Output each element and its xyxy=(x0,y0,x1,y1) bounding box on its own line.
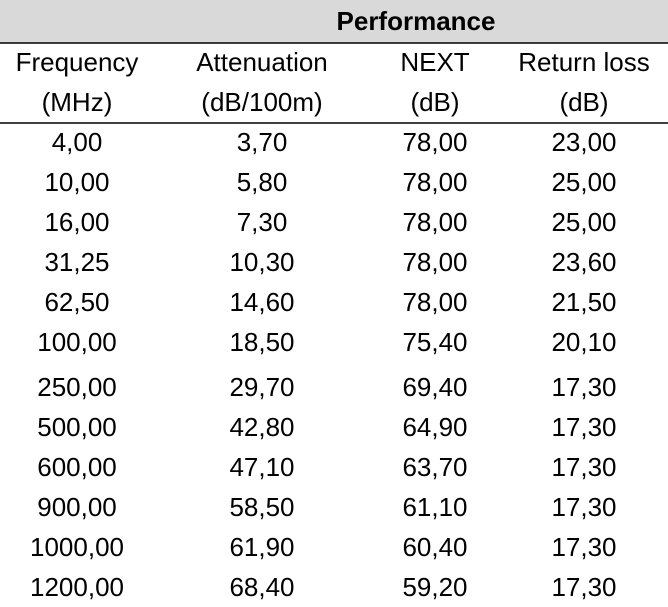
table-cell: 16,00 xyxy=(44,207,109,237)
table-cell: 61,90 xyxy=(229,532,294,562)
table-cell: 63,70 xyxy=(402,452,467,482)
table-cell: 21,50 xyxy=(551,287,616,317)
table-cell: 69,40 xyxy=(402,372,467,402)
table-cell: 61,10 xyxy=(402,492,467,522)
table-cell: 17,30 xyxy=(551,412,616,442)
table-cell: 64,90 xyxy=(402,412,467,442)
table-cell: 23,60 xyxy=(551,247,616,277)
table-cell: 78,00 xyxy=(402,247,467,277)
column-header: (MHz) xyxy=(42,87,113,117)
table-cell: 14,60 xyxy=(229,287,294,317)
column-header: NEXT xyxy=(400,47,469,77)
table-cell: 29,70 xyxy=(229,372,294,402)
column-header: Frequency xyxy=(16,47,139,77)
table-cell: 5,80 xyxy=(237,167,288,197)
table-cell: 17,30 xyxy=(551,492,616,522)
table-cell: 10,30 xyxy=(229,247,294,277)
table-cell: 4,00 xyxy=(52,127,103,157)
header-band xyxy=(0,0,668,43)
table-cell: 10,00 xyxy=(44,167,109,197)
column-header: (dB) xyxy=(559,87,608,117)
table-cell: 47,10 xyxy=(229,452,294,482)
table-cell: 3,70 xyxy=(237,127,288,157)
table-cell: 17,30 xyxy=(551,452,616,482)
table-cell: 100,00 xyxy=(37,327,117,357)
table-cell: 78,00 xyxy=(402,287,467,317)
table-cell: 1200,00 xyxy=(30,572,124,602)
table-cell: 17,30 xyxy=(551,532,616,562)
column-header: Attenuation xyxy=(196,47,328,77)
table-cell: 78,00 xyxy=(402,167,467,197)
table-cell: 31,25 xyxy=(44,247,109,277)
table-cell: 60,40 xyxy=(402,532,467,562)
table-cell: 25,00 xyxy=(551,207,616,237)
table-cell: 17,30 xyxy=(551,572,616,602)
table-cell: 20,10 xyxy=(551,327,616,357)
table-cell: 25,00 xyxy=(551,167,616,197)
table-cell: 17,30 xyxy=(551,372,616,402)
table-cell: 250,00 xyxy=(37,372,117,402)
table-cell: 78,00 xyxy=(402,127,467,157)
table-title: Performance xyxy=(337,6,496,36)
table-cell: 500,00 xyxy=(37,412,117,442)
table-cell: 68,40 xyxy=(229,572,294,602)
table-cell: 600,00 xyxy=(37,452,117,482)
table-cell: 23,00 xyxy=(551,127,616,157)
table-cell: 75,40 xyxy=(402,327,467,357)
column-header: (dB/100m) xyxy=(201,87,322,117)
table-cell: 78,00 xyxy=(402,207,467,237)
table-cell: 62,50 xyxy=(44,287,109,317)
table-cell: 7,30 xyxy=(237,207,288,237)
table-cell: 58,50 xyxy=(229,492,294,522)
column-header: (dB) xyxy=(410,87,459,117)
table-cell: 59,20 xyxy=(402,572,467,602)
table-cell: 18,50 xyxy=(229,327,294,357)
table-cell: 42,80 xyxy=(229,412,294,442)
table-cell: 1000,00 xyxy=(30,532,124,562)
table-cell: 900,00 xyxy=(37,492,117,522)
column-header: Return loss xyxy=(518,47,650,77)
